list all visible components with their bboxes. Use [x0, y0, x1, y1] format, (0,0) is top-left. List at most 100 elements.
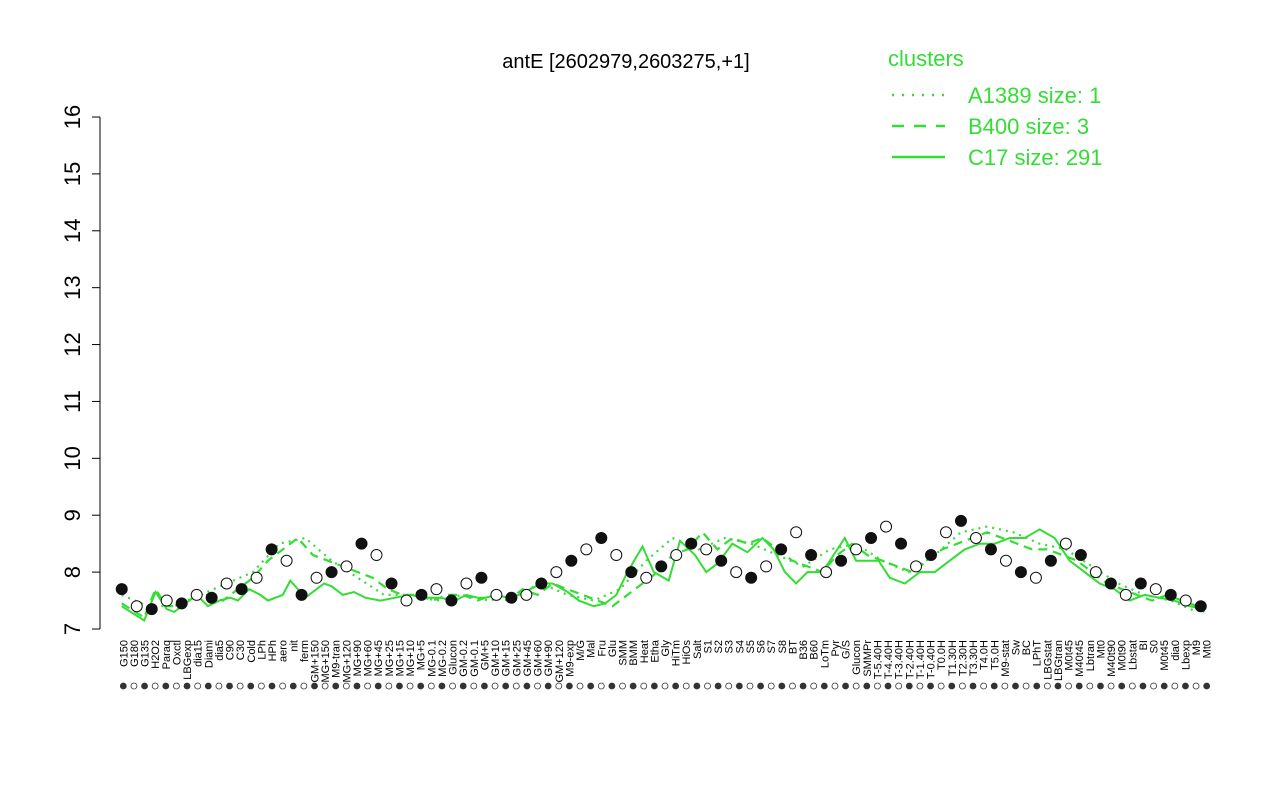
x-tick-label: Mt0: [1202, 640, 1214, 658]
data-point: [220, 577, 233, 590]
data-point: [700, 543, 713, 556]
x-rug-mark: [608, 682, 616, 690]
x-rug-mark: [342, 682, 350, 690]
data-point: [969, 531, 982, 544]
x-tick-label: G/S: [841, 640, 853, 659]
x-rug-mark: [502, 682, 510, 690]
x-tick-label: Lbexp: [1180, 640, 1192, 670]
x-rug-mark: [566, 682, 573, 690]
x-tick-label: B60: [809, 640, 821, 660]
data-point: [385, 577, 398, 590]
x-rug-mark: [353, 682, 361, 690]
data-point: [400, 594, 413, 607]
x-tick-label: BMM: [628, 640, 640, 666]
y-tick-label: 8: [60, 566, 85, 578]
x-rug-mark: [693, 682, 701, 690]
x-rug-mark: [735, 682, 743, 690]
x-rug-mark: [1171, 682, 1179, 690]
x-rug-mark: [162, 682, 170, 690]
x-tick-label: SMMPr: [862, 640, 874, 677]
x-rug-mark: [119, 682, 127, 690]
x-tick-label: T-0.40H: [926, 640, 938, 679]
x-rug-mark: [332, 682, 340, 690]
x-rug-mark: [1054, 682, 1062, 690]
y-tick-label: 13: [60, 275, 85, 299]
x-rug-mark: [236, 682, 244, 690]
x-rug-mark: [364, 682, 372, 690]
x-tick-label: Pyr: [830, 640, 842, 657]
x-tick-label: MG-0.2: [437, 640, 449, 677]
x-tick-label: M9-tran: [331, 640, 343, 678]
x-tick-label: Diami: [203, 640, 215, 668]
data-point: [310, 571, 323, 584]
x-rug-mark: [427, 682, 435, 690]
x-tick-label: GM-0.1: [469, 640, 481, 677]
x-rug-mark: [396, 682, 403, 690]
data-point: [655, 560, 668, 573]
x-rug-mark: [629, 682, 637, 690]
x-tick-label: T4.0H: [979, 640, 991, 670]
data-point: [490, 588, 503, 601]
x-rug-mark: [927, 682, 934, 690]
x-tick-label: T-3.40H: [894, 640, 906, 679]
x-tick-label: Gly: [660, 640, 672, 657]
x-tick-label: Salt: [692, 640, 704, 659]
x-tick-label: C30: [235, 640, 247, 660]
x-rug-mark: [958, 682, 966, 690]
x-rug-mark: [173, 682, 180, 690]
x-rug-mark: [650, 682, 658, 690]
x-rug-mark: [300, 682, 308, 690]
x-tick-label: Lbstat: [1127, 640, 1139, 670]
data-point: [190, 588, 203, 601]
x-tick-label: T-4.40H: [883, 640, 895, 679]
series-line-solid: [121, 528, 1205, 622]
x-tick-label: MG+90: [352, 640, 364, 676]
x-tick-label: BC: [1021, 640, 1033, 655]
x-rug-mark: [1128, 682, 1136, 690]
points-layer: [115, 514, 1207, 616]
x-tick-label: S6: [756, 640, 768, 653]
x-tick-label: S1: [702, 640, 714, 653]
x-tick-label: S7: [766, 640, 778, 653]
data-point: [625, 566, 638, 579]
x-tick-label: HiTm: [671, 640, 683, 666]
data-point: [505, 591, 518, 604]
data-point: [910, 560, 923, 573]
x-rug-mark: [459, 682, 467, 690]
x-tick-label: S8: [777, 640, 789, 653]
x-tick-label: Glu: [607, 640, 619, 657]
x-tick-label: HiOs: [681, 640, 693, 665]
x-rug-mark: [247, 682, 255, 690]
x-rug-mark: [863, 682, 871, 690]
x-rug-mark: [385, 682, 393, 690]
x-rug-mark: [141, 682, 148, 690]
x-rug-mark: [905, 682, 913, 690]
data-point: [595, 531, 608, 544]
data-point: [1194, 600, 1207, 613]
x-tick-label: GM+10: [490, 640, 502, 676]
data-point: [280, 554, 293, 567]
x-rug-mark: [789, 682, 796, 690]
x-tick-label: LBGexp: [182, 640, 194, 680]
x-rug-mark: [810, 682, 818, 690]
y-tick-label: 10: [60, 446, 85, 470]
x-tick-label: HPh: [267, 640, 279, 661]
x-rug-mark: [534, 682, 541, 690]
x-tick-label: Glucon: [448, 640, 460, 675]
x-rug-mark: [1012, 682, 1019, 690]
x-tick-label: G180: [129, 640, 141, 667]
x-rug-mark: [799, 682, 807, 690]
x-tick-label: T-2.40H: [904, 640, 916, 679]
x-rug-mark: [1182, 682, 1189, 690]
data-point: [984, 543, 997, 556]
data-point: [895, 537, 908, 550]
x-tick-label: B36: [798, 640, 810, 660]
x-rug-mark: [183, 682, 191, 690]
y-tick-label: 9: [60, 509, 85, 521]
x-rug-mark: [672, 682, 680, 690]
x-tick-label: GM+25: [511, 640, 523, 676]
data-point: [1134, 577, 1147, 590]
x-tick-label: M9-exp: [564, 640, 576, 677]
x-rug-mark: [820, 682, 828, 690]
